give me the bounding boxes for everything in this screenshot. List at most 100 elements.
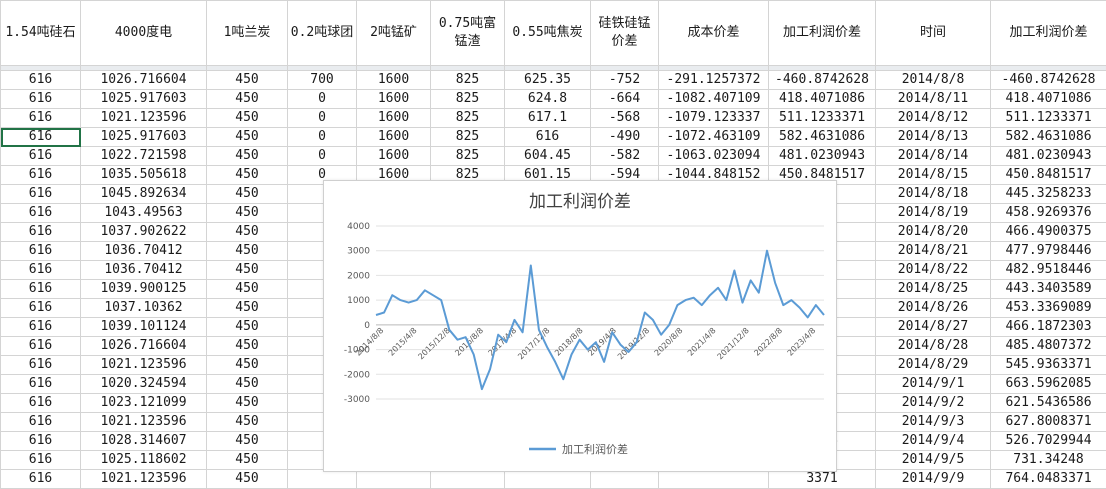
table-cell[interactable]: 450 [207,375,288,394]
table-cell[interactable]: 1036.70412 [81,242,207,261]
table-cell[interactable]: 616 [1,223,81,242]
table-cell[interactable]: 2014/8/21 [876,242,991,261]
column-header-10[interactable]: 时间 [876,1,991,66]
table-cell[interactable]: 453.3369089 [991,299,1106,318]
table-cell[interactable]: 2014/8/11 [876,90,991,109]
table-cell[interactable]: 0 [288,147,357,166]
table-cell[interactable]: 617.1 [505,109,591,128]
table-cell[interactable]: 450 [207,71,288,90]
table-cell[interactable]: 616 [1,261,81,280]
table-cell[interactable]: 616 [1,470,81,489]
table-cell[interactable]: 764.0483371 [991,470,1106,489]
table-cell[interactable]: 1036.70412 [81,261,207,280]
table-cell[interactable]: 1600 [357,71,431,90]
table-cell[interactable]: 1021.123596 [81,109,207,128]
table-cell[interactable] [505,470,591,489]
table-cell[interactable]: 616 [1,451,81,470]
table-cell[interactable]: -490 [591,128,659,147]
table-cell[interactable]: 511.1233371 [991,109,1106,128]
table-cell[interactable]: 1021.123596 [81,470,207,489]
table-cell[interactable]: 616 [1,242,81,261]
table-cell[interactable]: 2014/8/15 [876,166,991,185]
table-cell[interactable]: 450 [207,204,288,223]
table-cell[interactable]: 450 [207,394,288,413]
table-cell[interactable]: -460.8742628 [769,71,876,90]
column-header-4[interactable]: 2吨锰矿 [357,1,431,66]
table-cell[interactable]: 450 [207,109,288,128]
table-cell[interactable]: 450 [207,280,288,299]
table-cell[interactable]: 445.3258233 [991,185,1106,204]
table-cell[interactable]: -1063.023094 [659,147,769,166]
table-cell[interactable]: 2014/9/2 [876,394,991,413]
table-cell[interactable]: 616 [1,185,81,204]
table-cell[interactable]: 1037.902622 [81,223,207,242]
table-cell[interactable]: 616 [1,356,81,375]
table-cell[interactable]: 450.8481517 [991,166,1106,185]
table-cell[interactable]: -1082.407109 [659,90,769,109]
selected-cell[interactable]: 616 [1,128,81,147]
table-cell[interactable]: 0 [288,128,357,147]
table-cell[interactable]: 2014/8/19 [876,204,991,223]
table-cell[interactable]: 2014/8/25 [876,280,991,299]
table-cell[interactable]: 511.1233371 [769,109,876,128]
table-cell[interactable]: 1026.716604 [81,337,207,356]
table-cell[interactable]: 582.4631086 [769,128,876,147]
table-cell[interactable]: 450 [207,356,288,375]
table-cell[interactable]: 2014/9/1 [876,375,991,394]
table-cell[interactable]: 616 [1,166,81,185]
table-cell[interactable]: 616 [1,337,81,356]
table-cell[interactable]: 1026.716604 [81,71,207,90]
table-cell[interactable]: -752 [591,71,659,90]
table-cell[interactable]: 700 [288,71,357,90]
table-cell[interactable]: 450 [207,90,288,109]
table-cell[interactable]: 2014/8/26 [876,299,991,318]
table-cell[interactable]: 482.9518446 [991,261,1106,280]
table-cell[interactable]: 450 [207,413,288,432]
table-cell[interactable]: 616 [505,128,591,147]
table-cell[interactable]: 1039.900125 [81,280,207,299]
table-cell[interactable]: 663.5962085 [991,375,1106,394]
table-cell[interactable]: 450 [207,128,288,147]
table-cell[interactable]: 1037.10362 [81,299,207,318]
table-cell[interactable]: 2014/9/9 [876,470,991,489]
table-cell[interactable]: 477.9798446 [991,242,1106,261]
table-cell[interactable]: 2014/8/18 [876,185,991,204]
table-cell[interactable]: 825 [431,109,505,128]
table-cell[interactable]: 450 [207,166,288,185]
table-cell[interactable]: 450 [207,299,288,318]
table-cell[interactable]: 582.4631086 [991,128,1106,147]
table-cell[interactable]: 1039.101124 [81,318,207,337]
table-cell[interactable]: 825 [431,147,505,166]
table-cell[interactable] [288,470,357,489]
table-cell[interactable]: 616 [1,318,81,337]
table-cell[interactable]: 466.4900375 [991,223,1106,242]
table-cell[interactable]: 2014/9/5 [876,451,991,470]
table-cell[interactable]: 458.9269376 [991,204,1106,223]
table-cell[interactable]: 1043.49563 [81,204,207,223]
table-cell[interactable]: 2014/8/28 [876,337,991,356]
table-cell[interactable]: -568 [591,109,659,128]
table-cell[interactable]: 1020.324594 [81,375,207,394]
table-cell[interactable]: 1025.917603 [81,90,207,109]
table-cell[interactable]: 621.5436586 [991,394,1106,413]
table-cell[interactable]: 1028.314607 [81,432,207,451]
table-cell[interactable]: 450 [207,451,288,470]
table-cell[interactable] [591,470,659,489]
table-cell[interactable]: 616 [1,299,81,318]
table-cell[interactable]: -291.1257372 [659,71,769,90]
table-cell[interactable]: 624.8 [505,90,591,109]
table-cell[interactable]: 450 [207,432,288,451]
table-cell[interactable]: 616 [1,71,81,90]
table-cell[interactable]: 526.7029944 [991,432,1106,451]
table-cell[interactable]: 616 [1,147,81,166]
table-cell[interactable]: 1035.505618 [81,166,207,185]
table-cell[interactable]: 1023.121099 [81,394,207,413]
table-cell[interactable]: 2014/9/4 [876,432,991,451]
table-cell[interactable]: 450 [207,337,288,356]
column-header-0[interactable]: 1.54吨硅石 [1,1,81,66]
table-cell[interactable]: 616 [1,90,81,109]
table-cell[interactable]: 2014/9/3 [876,413,991,432]
table-cell[interactable]: 1021.123596 [81,356,207,375]
table-cell[interactable]: 481.0230943 [991,147,1106,166]
